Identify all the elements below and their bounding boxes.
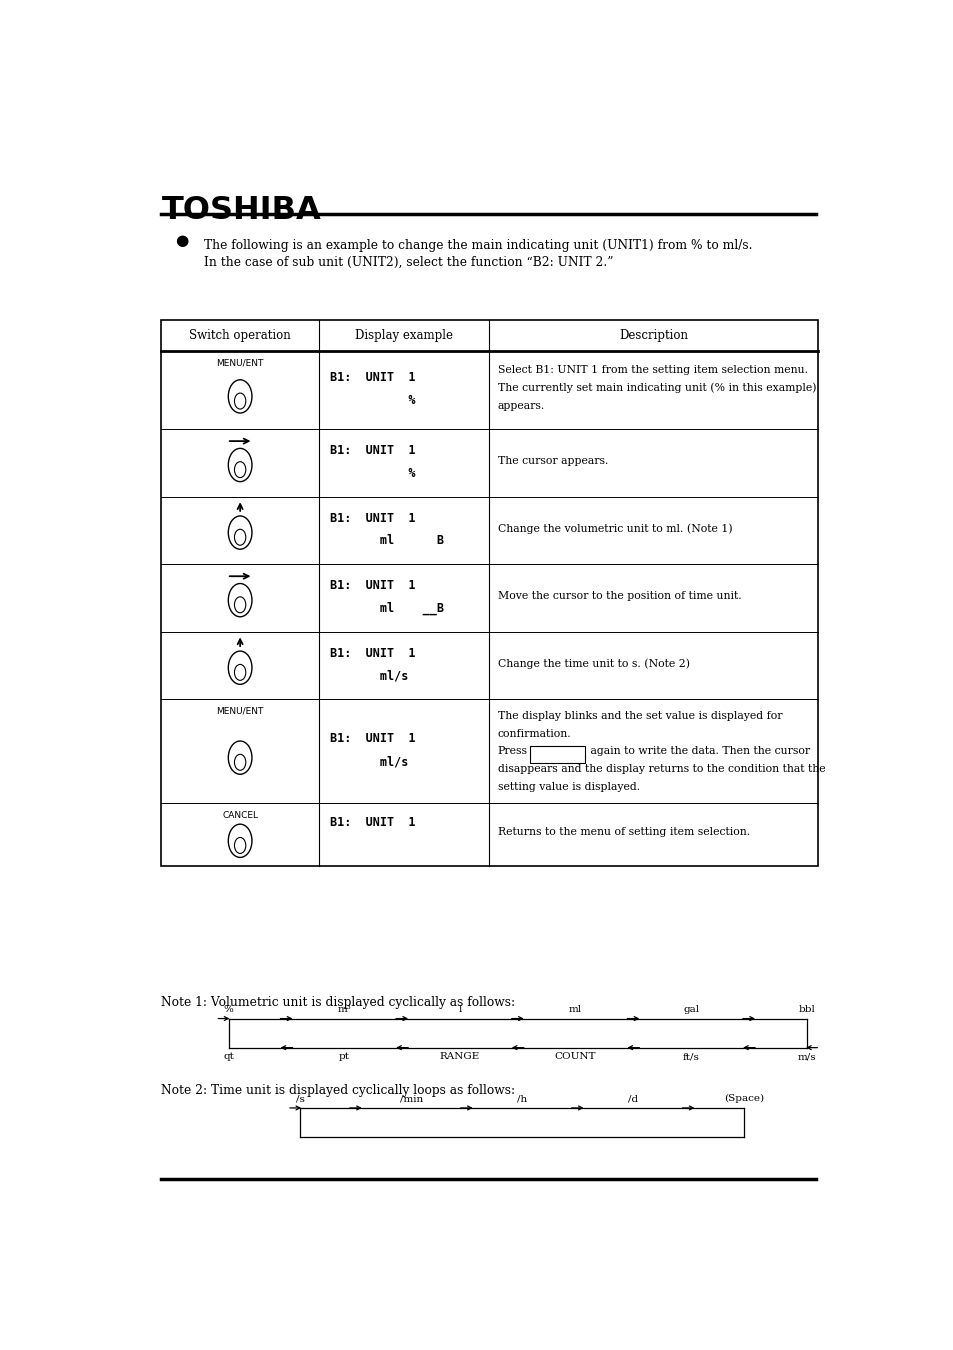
Text: %: % — [330, 467, 415, 479]
Text: %: % — [224, 1004, 233, 1014]
Text: Press: Press — [497, 747, 527, 756]
Text: (Space): (Space) — [723, 1094, 763, 1103]
Text: ●: ● — [174, 232, 188, 247]
Text: /d: /d — [627, 1095, 638, 1103]
Text: Description: Description — [618, 329, 687, 342]
Text: In the case of sub unit (UNIT2), select the function “B2: UNIT 2.”: In the case of sub unit (UNIT2), select … — [204, 255, 613, 269]
Text: m³: m³ — [337, 1004, 351, 1014]
Text: Returns to the menu of setting item selection.: Returns to the menu of setting item sele… — [497, 828, 749, 837]
Text: /s: /s — [295, 1095, 305, 1103]
Bar — [529, 747, 584, 763]
Text: ft/s: ft/s — [682, 1053, 699, 1061]
Text: The following is an example to change the main indicating unit (UNIT1) from % to: The following is an example to change th… — [204, 239, 752, 252]
Text: B1:  UNIT  1: B1: UNIT 1 — [330, 512, 415, 525]
Bar — [161, 320, 817, 865]
Text: Change the volumetric unit to ml. (Note 1): Change the volumetric unit to ml. (Note … — [497, 524, 732, 533]
Text: ml/s: ml/s — [330, 755, 408, 768]
Text: B1:  UNIT  1: B1: UNIT 1 — [330, 371, 415, 385]
Text: ml/s: ml/s — [330, 670, 408, 683]
Text: MENU/ENT: MENU/ENT — [216, 359, 264, 367]
Text: Change the time unit to s. (Note 2): Change the time unit to s. (Note 2) — [497, 659, 689, 668]
Text: Move the cursor to the position of time unit.: Move the cursor to the position of time … — [497, 591, 740, 601]
Text: COUNT: COUNT — [555, 1053, 596, 1061]
Text: ml: ml — [568, 1004, 581, 1014]
Text: B1:  UNIT  1: B1: UNIT 1 — [330, 815, 415, 829]
Text: appears.: appears. — [497, 401, 544, 410]
Text: The cursor appears.: The cursor appears. — [497, 456, 607, 466]
Text: B1:  UNIT  1: B1: UNIT 1 — [330, 579, 415, 593]
Text: The display blinks and the set value is displayed for: The display blinks and the set value is … — [497, 711, 781, 721]
Text: CANCEL: CANCEL — [222, 810, 258, 819]
Text: again to write the data. Then the cursor: again to write the data. Then the cursor — [586, 747, 809, 756]
Text: ml    __B: ml __B — [330, 602, 443, 616]
Text: /min: /min — [399, 1095, 422, 1103]
Text: Display example: Display example — [355, 329, 453, 342]
Text: /h: /h — [517, 1095, 527, 1103]
Text: The currently set main indicating unit (% in this example): The currently set main indicating unit (… — [497, 383, 816, 393]
Text: Note 1: Volumetric unit is displayed cyclically as follows:: Note 1: Volumetric unit is displayed cyc… — [161, 996, 515, 1008]
Text: Switch operation: Switch operation — [189, 329, 291, 342]
Text: disappears and the display returns to the condition that the: disappears and the display returns to th… — [497, 764, 824, 774]
Text: MENU/ENT: MENU/ENT — [216, 706, 264, 716]
Text: B1:  UNIT  1: B1: UNIT 1 — [330, 444, 415, 456]
Text: gal: gal — [682, 1004, 699, 1014]
Text: ml      B: ml B — [330, 535, 443, 547]
Text: pt: pt — [338, 1053, 350, 1061]
Text: B1:  UNIT  1: B1: UNIT 1 — [330, 733, 415, 745]
Text: qt: qt — [223, 1053, 233, 1061]
Text: B1:  UNIT  1: B1: UNIT 1 — [330, 647, 415, 660]
Text: l: l — [457, 1004, 461, 1014]
Text: RANGE: RANGE — [439, 1053, 479, 1061]
Text: bbl: bbl — [798, 1004, 815, 1014]
Text: m/s: m/s — [797, 1053, 816, 1061]
Text: %: % — [330, 394, 415, 408]
Text: confirmation.: confirmation. — [497, 729, 571, 738]
Text: Note 2: Time unit is displayed cyclically loops as follows:: Note 2: Time unit is displayed cyclicall… — [161, 1084, 515, 1098]
Text: TOSHIBA: TOSHIBA — [161, 196, 321, 227]
Text: setting value is displayed.: setting value is displayed. — [497, 782, 639, 791]
Text: Select B1: UNIT 1 from the setting item selection menu.: Select B1: UNIT 1 from the setting item … — [497, 366, 807, 375]
